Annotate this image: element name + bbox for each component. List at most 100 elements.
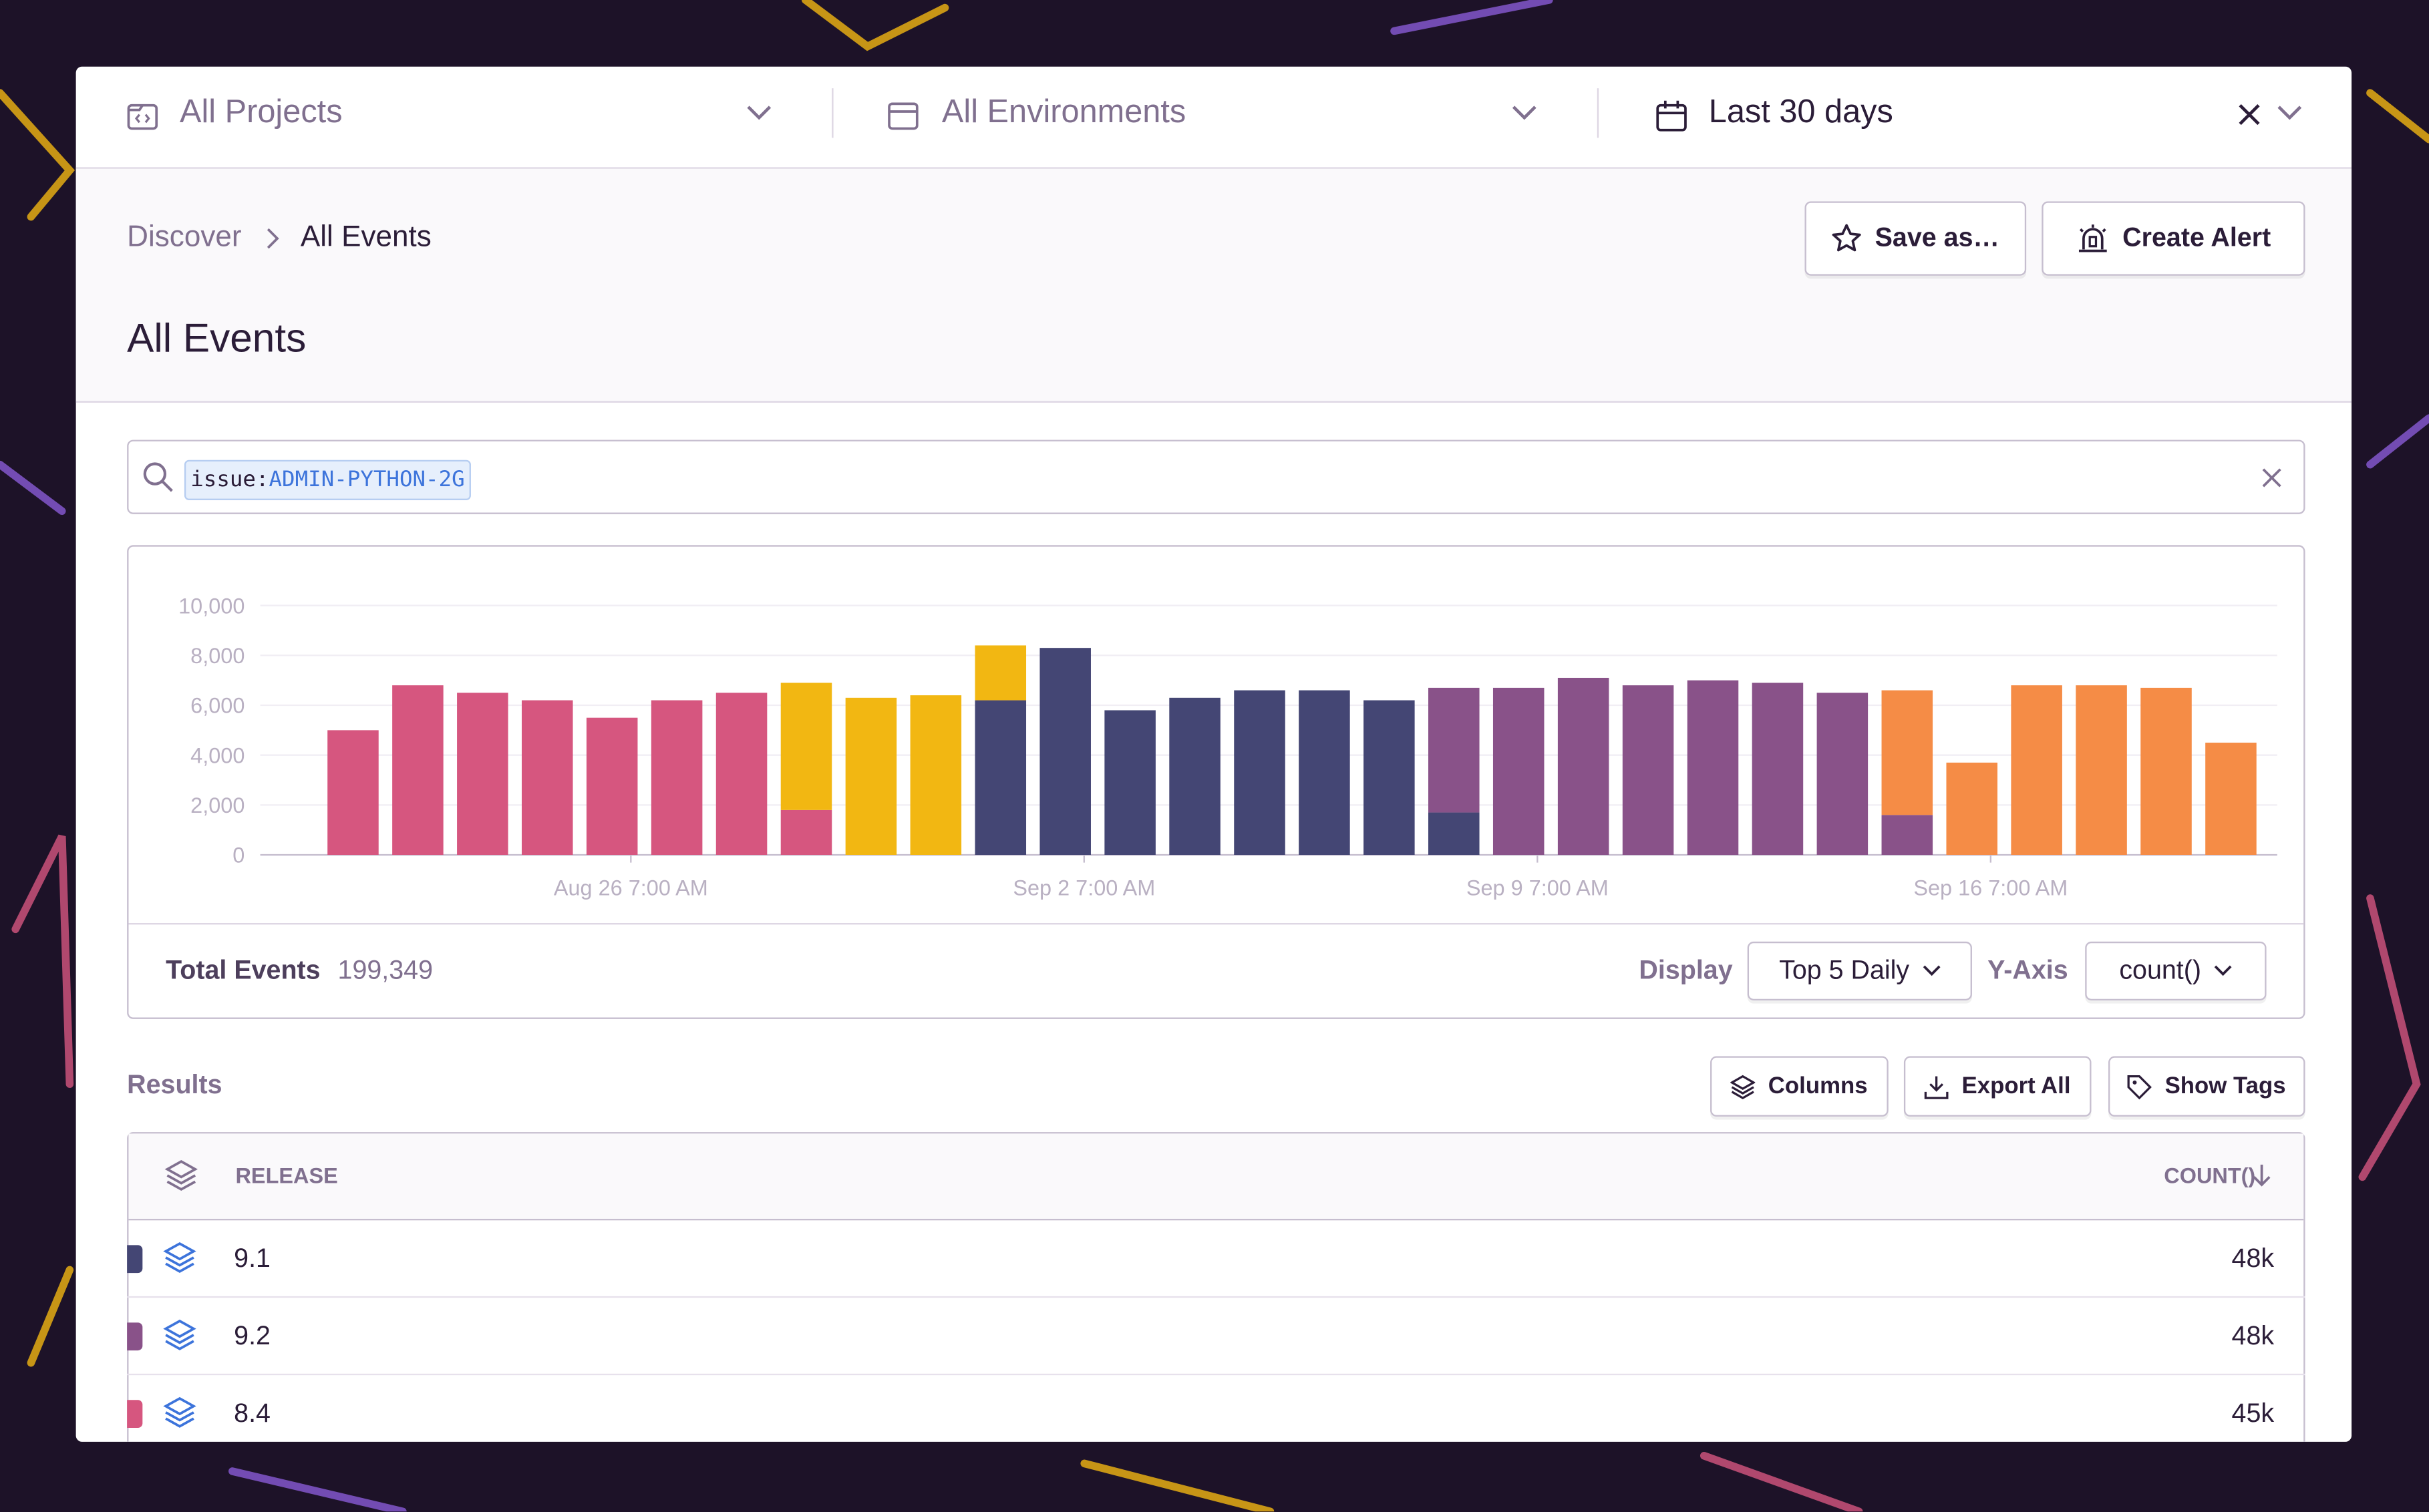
divider [1597, 88, 1599, 138]
token-key: issue: [190, 467, 269, 493]
bar-segment [1816, 693, 1869, 856]
x-tick-label: Sep 2 7:00 AM [1013, 876, 1155, 900]
bar-segment [2205, 743, 2257, 856]
token-value: ADMIN-PYTHON-2G [269, 467, 465, 493]
period-selector[interactable]: Last 30 days [1708, 94, 1893, 130]
display-label: Display [1639, 955, 1733, 985]
button-label: Columns [1768, 1073, 1868, 1100]
y-tick-label: 4,000 [190, 743, 245, 767]
export-button[interactable]: Export All [1903, 1056, 2092, 1117]
column-header[interactable]: RELEASE [235, 1163, 338, 1188]
show-tags-button[interactable]: Show Tags [2108, 1056, 2305, 1117]
create-alert-button[interactable]: Create Alert [2042, 201, 2305, 276]
column-header[interactable]: COUNT() [2164, 1163, 2256, 1188]
bar-segment [2140, 687, 2192, 856]
breadcrumb-separator [267, 228, 279, 249]
results-table [127, 1132, 2305, 1442]
bar-segment [1946, 762, 1997, 856]
header-bar [75, 67, 2352, 169]
tag-icon [2128, 1074, 2153, 1099]
chevron [2277, 106, 2302, 120]
button-label: Create Alert [2122, 222, 2271, 252]
bar-segment [845, 697, 897, 856]
y-tick-label: 8,000 [190, 644, 245, 668]
results-title: Results [127, 1070, 222, 1100]
bar-segment [392, 685, 444, 856]
y-tick-label: 2,000 [190, 793, 245, 817]
divider [128, 923, 2304, 925]
bar-segment [651, 700, 703, 856]
columns-button[interactable]: Columns [1710, 1056, 1889, 1117]
stack-icon[interactable] [162, 1395, 196, 1429]
bar-segment [2011, 685, 2062, 856]
table-header [128, 1133, 2304, 1221]
table-row[interactable]: 9.1 48k [127, 1220, 2305, 1298]
star-icon [1832, 224, 1862, 252]
count-cell: 48k [2231, 1321, 2275, 1351]
bar-segment [1234, 690, 1285, 856]
download-icon [1925, 1075, 1949, 1099]
button-label: Save as… [1875, 222, 1999, 252]
bar-segment [586, 717, 638, 856]
environments-selector[interactable]: All Environments [941, 94, 1186, 130]
x-tick-label: Sep 9 7:00 AM [1466, 876, 1609, 900]
x-tick-label: Aug 26 7:00 AM [554, 876, 708, 900]
bar-segment [1492, 687, 1545, 856]
bar-segment [780, 809, 832, 856]
series-swatch [127, 1322, 143, 1351]
y-tick-label: 0 [232, 843, 245, 868]
series-swatch [127, 1245, 143, 1274]
bar-segment [715, 693, 768, 856]
panel: All Projects All Environments Last 30 da… [75, 66, 2352, 1442]
table-row[interactable]: 9.2 48k [127, 1298, 2305, 1376]
projects-icon [127, 104, 158, 130]
dropdown-value: Top 5 Daily [1779, 955, 1910, 985]
bar-segment [1752, 683, 1804, 856]
sort-arrow [2253, 1164, 2271, 1187]
bar-segment [2076, 685, 2127, 856]
search-bar[interactable] [127, 439, 2305, 514]
bar-segment [1428, 812, 1480, 856]
projects-selector[interactable]: All Projects [179, 94, 343, 130]
bar-segment [975, 645, 1027, 701]
alert-icon [2079, 224, 2107, 252]
environments-icon [888, 102, 919, 130]
display-dropdown[interactable]: Top 5 Daily [1747, 941, 1972, 1001]
bar-segment [1363, 700, 1415, 856]
bar-segment [1104, 710, 1156, 856]
release-cell[interactable]: 9.2 [234, 1321, 271, 1351]
button-label: Show Tags [2164, 1073, 2286, 1100]
total-value: 199,349 [337, 955, 434, 985]
search-token[interactable]: issue:ADMIN-PYTHON-2G [184, 459, 471, 501]
yaxis-dropdown[interactable]: count() [2085, 941, 2267, 1001]
breadcrumb-link[interactable]: Discover [127, 221, 242, 254]
yaxis-label: Y-Axis [1987, 955, 2068, 985]
release-cell[interactable]: 9.1 [234, 1244, 271, 1274]
release-cell[interactable]: 8.4 [234, 1398, 271, 1429]
count-cell: 45k [2231, 1398, 2275, 1429]
calendar-icon [1656, 100, 1687, 132]
stack-icon[interactable] [162, 1240, 196, 1274]
search-icon [143, 462, 173, 492]
save-as-button[interactable]: Save as… [1804, 201, 2027, 276]
clear-period[interactable] [2237, 102, 2261, 127]
x-tick-label: Sep 16 7:00 AM [1913, 876, 2068, 900]
table-row[interactable]: 8.4 45k [127, 1375, 2305, 1442]
chart-panel [127, 545, 2305, 1019]
breadcrumb-current: All Events [300, 221, 432, 254]
chevron [747, 106, 772, 120]
chevron [1512, 106, 1536, 120]
chart: 0 2,000 4,000 6,000 8,000 10,000 Aug 26 7:00 A… [178, 594, 2277, 900]
clear-search[interactable] [2260, 466, 2283, 490]
stack-icon [164, 1160, 198, 1191]
bar-segment [1881, 815, 1933, 856]
bar-segment [1881, 690, 1933, 815]
bar-segment [1687, 680, 1739, 856]
dropdown-value: count() [2119, 955, 2202, 985]
stack-icon[interactable] [162, 1318, 196, 1352]
chevron [2214, 965, 2232, 976]
page-title: All Events [127, 314, 307, 361]
